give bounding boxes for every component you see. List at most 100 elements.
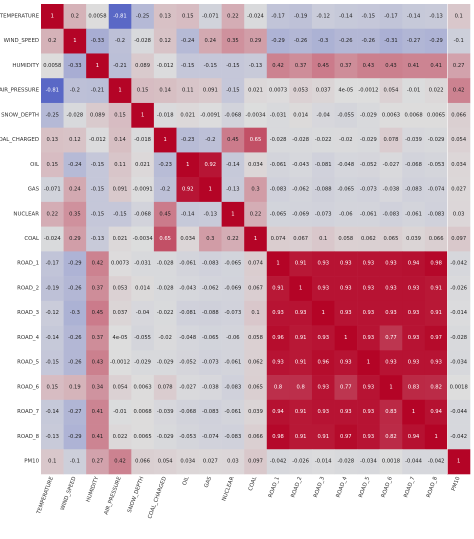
cell-value-label: -0.13 (91, 236, 104, 242)
heatmap-cell (402, 300, 426, 326)
heatmap-cell (199, 28, 222, 54)
cell-value-label: 0.22 (227, 13, 239, 19)
cell-value-label: 1 (322, 310, 325, 316)
heatmap-cell (266, 276, 290, 302)
cell-value-label: 0.062 (248, 360, 263, 366)
cell-value-label: 0.91 (317, 434, 329, 440)
heatmap-cell (86, 177, 110, 203)
cell-value-label: 0.93 (363, 335, 375, 341)
cell-value-label: 0.054 (158, 459, 174, 465)
heatmap-cell (244, 152, 268, 178)
cell-value-label: 0.074 (271, 236, 287, 242)
heatmap-cell (402, 226, 426, 252)
cell-value-label: 1 (186, 162, 189, 168)
cell-value-label: 0.43 (363, 63, 375, 69)
cell-value-label: 0.93 (408, 335, 420, 341)
heatmap-cell (289, 78, 313, 104)
cell-value-label: 0.1 (48, 459, 56, 465)
cell-value-label: 0.014 (293, 112, 309, 118)
cell-value-label: 0.039 (406, 236, 421, 242)
heatmap-cell (108, 78, 132, 104)
heatmap-cell (357, 127, 380, 153)
heatmap-cell (334, 127, 358, 153)
cell-value-label: -0.25 (46, 112, 59, 118)
heatmap-cell (447, 102, 471, 128)
heatmap-cell (86, 28, 110, 54)
cell-value-label: 0.93 (340, 409, 352, 415)
heatmap-cell (244, 424, 268, 450)
cell-value-label: 0.37 (340, 63, 352, 69)
heatmap-cell (334, 300, 358, 326)
heatmap-cell (176, 226, 200, 252)
cell-value-label: 0.027 (451, 187, 466, 193)
cell-value-label: -0.061 (225, 360, 242, 366)
cell-value-label: -0.15 (91, 162, 104, 168)
heatmap-cell (334, 226, 358, 252)
heatmap-cell (199, 300, 222, 326)
heatmap-cell (357, 53, 380, 79)
heatmap-cell (266, 201, 290, 227)
heatmap-cell (199, 78, 222, 104)
cell-value-label: 4e-05 (113, 335, 128, 341)
cell-value-label: 0.078 (384, 137, 399, 143)
heatmap-cell (379, 226, 403, 252)
cell-value-label: 0.034 (248, 162, 264, 168)
heatmap-cell (244, 449, 268, 475)
cell-value-label: -0.044 (405, 459, 422, 465)
cell-value-label: 0.97 (340, 434, 352, 440)
heatmap-cell (266, 226, 290, 252)
cell-value-label: -0.028 (134, 38, 151, 44)
heatmap-cell (244, 375, 268, 401)
heatmap-cell (424, 350, 448, 376)
heatmap-cell (447, 300, 471, 326)
cell-value-label: 1 (164, 137, 167, 143)
cell-value-label: 1 (344, 335, 347, 341)
heatmap-cell (221, 177, 245, 203)
heatmap-cell (289, 127, 313, 153)
heatmap-cell (379, 424, 403, 450)
heatmap-cell (447, 424, 471, 450)
heatmap-cell (266, 4, 290, 30)
cell-value-label: -0.1 (454, 38, 464, 44)
cell-value-label: -0.26 (68, 335, 81, 341)
cell-value-label: -0.028 (270, 137, 287, 143)
column-tick-label: COAL (248, 476, 259, 492)
heatmap-cell (153, 127, 177, 153)
heatmap-cell (379, 28, 403, 54)
cell-value-label: -0.13 (249, 63, 262, 69)
heatmap-cell (334, 449, 358, 475)
cell-value-label: 0.93 (272, 360, 284, 366)
cell-value-label: 0.0073 (111, 261, 129, 267)
heatmap-cell (221, 201, 245, 227)
cell-value-label: 0.98 (430, 261, 442, 267)
cell-value-label: 0.93 (385, 285, 397, 291)
row-tick-label: PM10 (24, 459, 39, 465)
cell-value-label: 0.82 (430, 384, 442, 390)
cell-value-label: -0.071 (202, 13, 219, 19)
column-tick-label: COAL_CHARGED (147, 476, 168, 520)
heatmap-cell (108, 325, 132, 351)
row-tick-label: ROAD_2 (17, 285, 39, 291)
cell-value-label: 0.039 (248, 409, 263, 415)
heatmap-cell (266, 350, 290, 376)
cell-value-label: -0.074 (428, 187, 445, 193)
heatmap-cell (153, 53, 177, 79)
heatmap-cell (41, 53, 64, 79)
heatmap-cell (289, 449, 313, 475)
cell-value-label: 0.45 (92, 310, 104, 316)
cell-value-label: -0.81 (113, 13, 126, 19)
heatmap-cell (86, 78, 110, 104)
cell-value-label: -0.0034 (133, 236, 154, 242)
heatmap-cell (334, 28, 358, 54)
cell-value-label: -0.042 (428, 459, 445, 465)
cell-value-label: 0.93 (385, 310, 397, 316)
heatmap-cell (447, 399, 471, 425)
heatmap-cell (41, 152, 64, 178)
cell-value-label: 0.94 (272, 409, 284, 415)
cell-value-label: 1 (367, 360, 370, 366)
cell-value-label: 0.037 (113, 310, 128, 316)
cell-value-label: 0.97 (430, 335, 442, 341)
cell-value-label: 0.83 (408, 384, 420, 390)
heatmap-cell (311, 350, 335, 376)
heatmap-cell (176, 300, 200, 326)
